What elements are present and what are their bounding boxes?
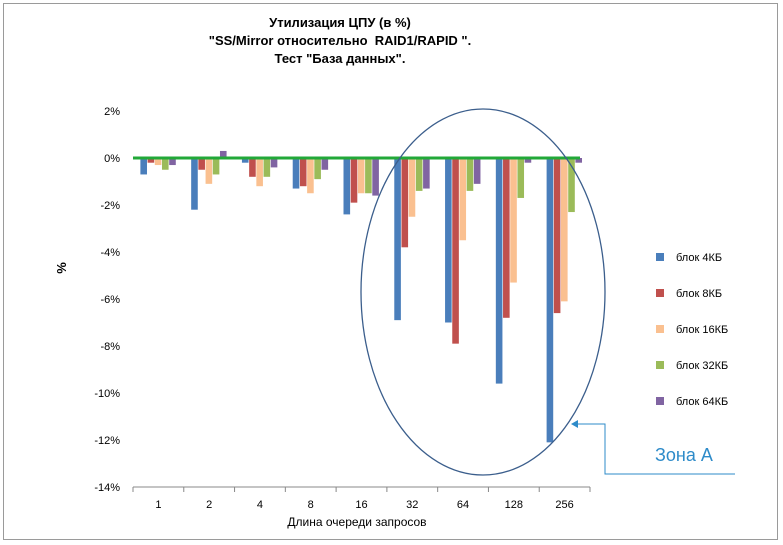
bar — [568, 158, 575, 213]
bar — [212, 158, 220, 175]
bar — [299, 158, 307, 187]
legend-label: блок 32КБ — [676, 360, 728, 372]
bar — [198, 158, 205, 170]
bar — [256, 158, 263, 187]
x-axis: 1 2 4 8 16 32 64 128 256 — [132, 486, 591, 511]
bar — [517, 158, 525, 198]
bar — [466, 158, 474, 191]
y-tick-label: -12% — [94, 435, 120, 447]
bar — [459, 158, 467, 241]
zone-label: Зона А — [655, 445, 713, 465]
bars — [133, 150, 583, 443]
bar — [372, 158, 379, 196]
bar — [307, 158, 314, 194]
bar — [503, 158, 510, 318]
legend-label: блок 16КБ — [676, 324, 728, 336]
legend-swatch — [656, 253, 664, 261]
chart-title-line-1: Утилизация ЦПУ (в %) — [269, 15, 411, 30]
y-tick-label: -14% — [94, 482, 120, 494]
bar — [292, 158, 300, 189]
chart-title-line-3: Тест "База данных". — [274, 51, 406, 66]
x-tick-label: 128 — [505, 499, 523, 511]
bar — [445, 158, 452, 323]
bar — [191, 158, 198, 210]
bar — [394, 158, 401, 321]
bar — [365, 158, 372, 194]
y-tick-label: -6% — [100, 294, 120, 306]
x-tick-label: 1 — [155, 499, 161, 511]
bar — [321, 158, 329, 170]
bar — [154, 158, 162, 166]
legend-label: блок 8КБ — [676, 288, 722, 300]
bar — [140, 158, 147, 175]
bar — [423, 158, 430, 189]
zone-annotation: Зона А — [360, 108, 735, 476]
bar — [161, 158, 169, 170]
legend-swatch — [656, 397, 664, 405]
x-tick-label: 4 — [257, 499, 263, 511]
x-tick-label: 8 — [308, 499, 314, 511]
bar — [357, 158, 365, 194]
bar — [205, 158, 213, 184]
bar — [249, 158, 256, 177]
bar — [575, 158, 583, 163]
legend-label: блок 64КБ — [676, 396, 728, 408]
bar — [495, 158, 503, 384]
x-tick-label: 16 — [355, 499, 367, 511]
bar — [524, 158, 532, 163]
zone-ellipse — [360, 108, 606, 476]
x-tick-label: 2 — [206, 499, 212, 511]
y-tick-label: -10% — [94, 388, 120, 400]
x-tick-label: 32 — [406, 499, 418, 511]
bar — [350, 158, 358, 203]
bar — [147, 158, 155, 163]
bar — [343, 158, 351, 215]
chart-frame — [3, 3, 778, 540]
chart-title: Утилизация ЦПУ (в %) "SS/Mirror относите… — [130, 14, 550, 68]
bar — [473, 158, 481, 184]
bar — [452, 158, 459, 344]
bar — [408, 158, 416, 217]
bar — [270, 158, 278, 168]
bar — [263, 158, 271, 177]
y-axis: 2% 0% -2% -4% -6% -8% -10% -12% -14% — [94, 106, 120, 494]
bar — [314, 158, 321, 180]
legend-swatch — [656, 325, 664, 333]
y-axis-label: % — [54, 262, 69, 274]
bar — [546, 158, 554, 443]
bar — [241, 158, 249, 163]
legend-swatch — [656, 289, 664, 297]
zone-callout-line — [577, 423, 735, 475]
y-tick-label: 2% — [104, 106, 120, 118]
bar — [553, 158, 561, 314]
bar — [561, 158, 568, 302]
y-tick-label: -4% — [100, 247, 120, 259]
zone-callout-arrowhead — [571, 420, 578, 428]
legend-label: блок 4КБ — [676, 252, 722, 264]
x-tick-label: 64 — [457, 499, 469, 511]
bar — [169, 158, 176, 166]
legend: блок 4КБ блок 8КБ блок 16КБ блок 32КБ блок 6… — [656, 252, 728, 408]
y-tick-label: -8% — [100, 341, 120, 353]
y-tick-label: 0% — [104, 153, 120, 165]
bar — [219, 150, 227, 158]
bar — [510, 158, 517, 283]
legend-swatch — [656, 361, 664, 369]
y-tick-label: -2% — [100, 200, 120, 212]
bar — [401, 158, 409, 248]
x-axis-label: Длина очереди запросов — [287, 515, 426, 529]
chart-title-line-2: "SS/Mirror относительно RAID1/RAPID ". — [208, 33, 472, 48]
x-tick-label: 256 — [555, 499, 573, 511]
bar — [415, 158, 423, 191]
